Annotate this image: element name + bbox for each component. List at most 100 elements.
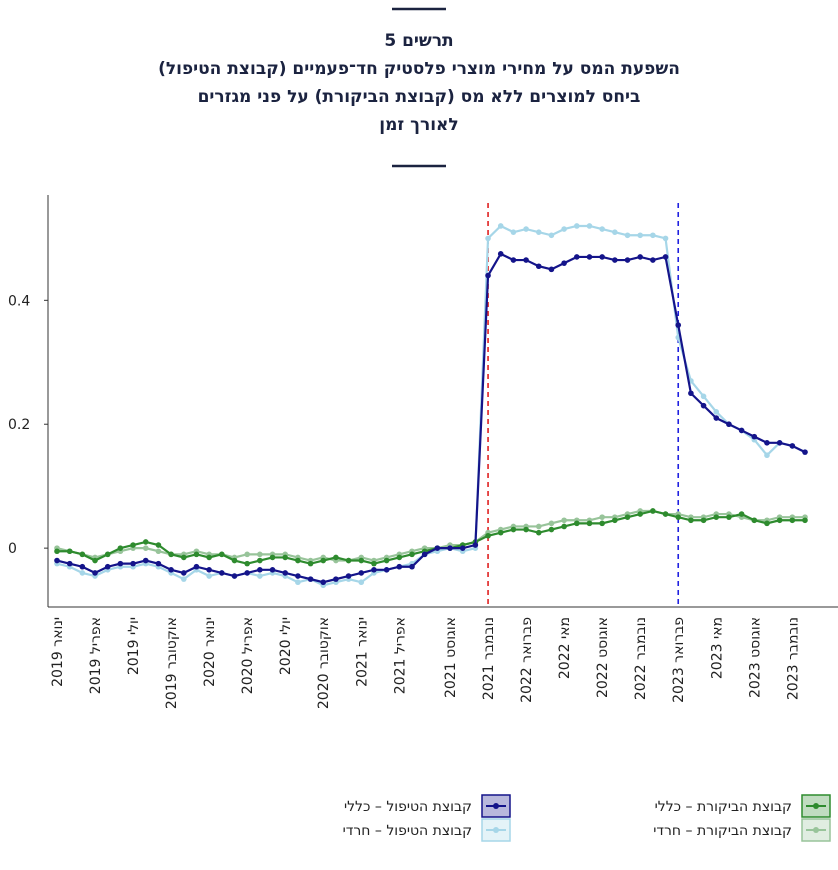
point	[282, 570, 289, 576]
point	[396, 563, 403, 570]
point	[409, 563, 415, 570]
y-tick-label: 0.4	[8, 293, 30, 309]
point	[726, 421, 732, 428]
point	[54, 557, 60, 564]
point	[599, 254, 605, 260]
point	[257, 551, 263, 558]
point	[726, 514, 732, 520]
point	[776, 517, 783, 524]
x-tick-label: אוקטובר 2019	[164, 617, 180, 709]
point	[257, 573, 263, 579]
point	[54, 548, 60, 555]
legend-marker	[493, 827, 499, 833]
point	[269, 554, 276, 561]
point	[637, 232, 643, 239]
x-tick-label: אוקטובר 2020	[316, 617, 332, 709]
point	[142, 557, 149, 564]
point	[675, 322, 682, 328]
x-tick-label: נובמבר 2023	[785, 617, 801, 700]
x-tick-label: ינואר 2021	[354, 617, 370, 687]
point	[548, 526, 555, 533]
point	[789, 517, 796, 524]
point	[320, 557, 327, 564]
point	[523, 526, 529, 533]
point	[561, 517, 567, 524]
x-tick-label: פברואר 2023	[671, 617, 687, 703]
point	[130, 542, 136, 548]
point	[219, 551, 225, 558]
point	[219, 570, 225, 576]
point	[257, 557, 263, 564]
point	[142, 545, 149, 551]
point	[535, 263, 542, 270]
point	[789, 443, 796, 449]
point	[142, 539, 149, 545]
point	[79, 551, 86, 558]
point	[383, 557, 390, 564]
point	[66, 560, 73, 567]
point	[371, 560, 377, 567]
point	[307, 576, 314, 582]
point	[66, 548, 73, 555]
point	[358, 557, 365, 564]
x-tick-label: נובמבר 2022	[633, 617, 649, 700]
chart-title: לאורך זמן	[379, 115, 458, 135]
legend-marker	[813, 803, 819, 809]
point	[650, 508, 656, 514]
point	[206, 554, 212, 561]
point	[358, 570, 365, 576]
x-tick-label: אוגוסט 2023	[747, 617, 763, 698]
point	[485, 272, 491, 279]
point	[79, 563, 86, 570]
point	[92, 557, 98, 564]
point	[612, 517, 618, 524]
point	[561, 226, 567, 232]
point	[624, 257, 631, 263]
point	[700, 402, 707, 409]
point	[599, 514, 605, 520]
x-tick-label: מאי 2023	[709, 617, 725, 679]
x-tick-label: אפריל 2020	[240, 617, 256, 694]
point	[764, 452, 770, 459]
point	[586, 254, 593, 260]
point	[662, 254, 669, 260]
point	[713, 514, 720, 520]
x-tick-label: ינואר 2020	[202, 617, 218, 687]
point	[612, 257, 618, 263]
point	[295, 573, 301, 579]
chart-title: תרשים 5	[384, 31, 453, 51]
point	[244, 560, 250, 567]
point	[751, 433, 758, 440]
point	[180, 570, 187, 576]
point	[269, 567, 276, 573]
point	[599, 226, 605, 232]
point	[700, 517, 707, 524]
point	[523, 257, 529, 263]
x-tick-label: אפריל 2021	[392, 617, 408, 694]
point	[358, 579, 365, 586]
point	[193, 563, 200, 570]
point	[447, 545, 453, 551]
point	[320, 579, 327, 586]
point	[776, 440, 783, 446]
point	[497, 251, 504, 257]
point	[573, 254, 580, 260]
point	[459, 545, 466, 551]
point	[117, 545, 124, 551]
x-tick-label: אוגוסט 2022	[595, 617, 611, 698]
point	[345, 557, 352, 564]
point	[573, 223, 580, 229]
point	[180, 554, 187, 561]
point	[155, 548, 162, 555]
point	[231, 557, 238, 564]
legend-label: קבוצת הטיפול – חרדי	[343, 823, 472, 839]
point	[548, 520, 555, 527]
x-tick-label: ינואר 2019	[50, 617, 66, 687]
point	[802, 517, 808, 524]
point	[206, 573, 212, 579]
point	[434, 545, 441, 551]
point	[535, 229, 542, 235]
point	[802, 449, 808, 455]
point	[193, 551, 200, 558]
